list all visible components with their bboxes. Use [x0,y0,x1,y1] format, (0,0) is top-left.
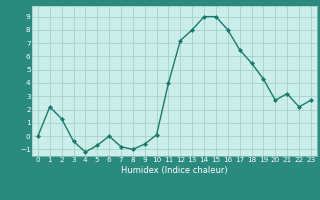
X-axis label: Humidex (Indice chaleur): Humidex (Indice chaleur) [121,166,228,175]
